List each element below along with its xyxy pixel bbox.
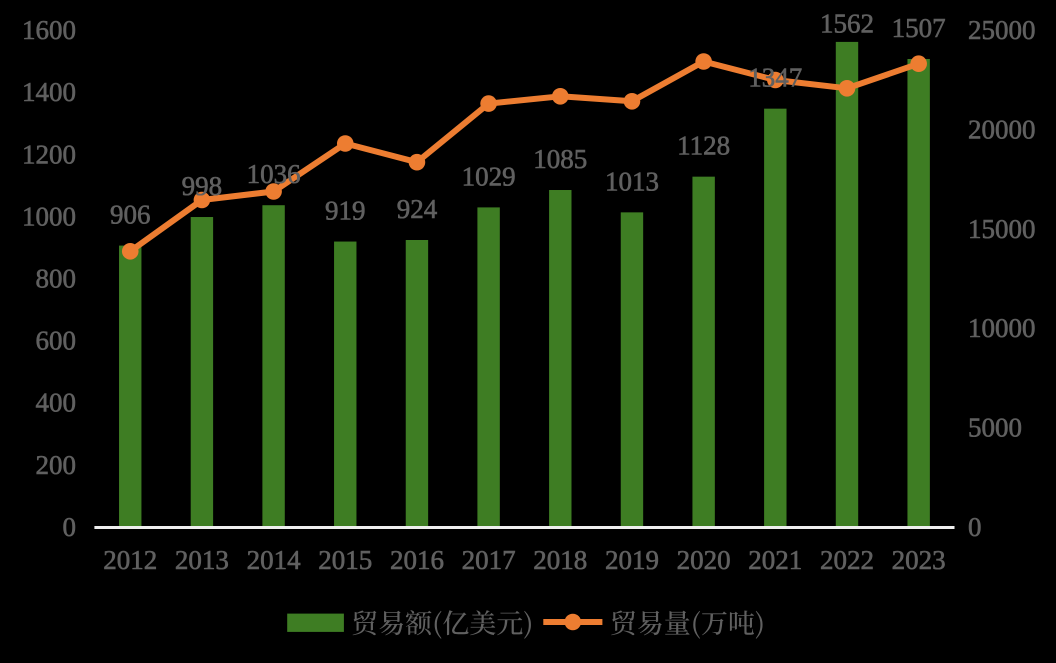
svg-text:20000: 20000 (968, 114, 1036, 144)
svg-text:2015: 2015 (318, 545, 372, 575)
svg-text:600: 600 (36, 326, 77, 356)
svg-text:1507: 1507 (892, 13, 946, 43)
svg-text:15000: 15000 (968, 214, 1036, 244)
svg-text:1000: 1000 (22, 201, 76, 231)
svg-text:919: 919 (325, 196, 366, 226)
svg-text:400: 400 (36, 388, 77, 418)
svg-text:2021: 2021 (748, 545, 802, 575)
svg-text:1085: 1085 (533, 144, 587, 174)
svg-text:2018: 2018 (533, 545, 587, 575)
svg-text:1200: 1200 (22, 139, 76, 169)
svg-text:1347: 1347 (748, 63, 802, 93)
svg-text:2019: 2019 (605, 545, 659, 575)
svg-text:0: 0 (968, 512, 982, 542)
svg-text:906: 906 (110, 200, 151, 230)
svg-text:1036: 1036 (247, 159, 301, 189)
svg-text:1029: 1029 (462, 161, 516, 191)
svg-text:1562: 1562 (820, 9, 874, 39)
svg-text:5000: 5000 (968, 413, 1022, 443)
svg-text:0: 0 (63, 512, 77, 542)
svg-text:1128: 1128 (677, 131, 730, 161)
svg-text:25000: 25000 (968, 15, 1036, 45)
svg-text:1013: 1013 (605, 166, 659, 196)
svg-text:2017: 2017 (462, 545, 516, 575)
svg-text:800: 800 (36, 264, 77, 294)
svg-text:2014: 2014 (247, 545, 302, 575)
svg-text:2023: 2023 (892, 545, 946, 575)
svg-text:2020: 2020 (677, 545, 731, 575)
svg-text:200: 200 (36, 450, 77, 480)
svg-text:2016: 2016 (390, 545, 444, 575)
svg-text:1400: 1400 (22, 77, 76, 107)
svg-text:2022: 2022 (820, 545, 874, 575)
svg-text:998: 998 (182, 171, 223, 201)
svg-text:2013: 2013 (175, 545, 229, 575)
svg-text:1600: 1600 (22, 15, 76, 45)
svg-text:2012: 2012 (103, 545, 157, 575)
svg-text:10000: 10000 (968, 313, 1036, 343)
svg-text:924: 924 (397, 194, 438, 224)
